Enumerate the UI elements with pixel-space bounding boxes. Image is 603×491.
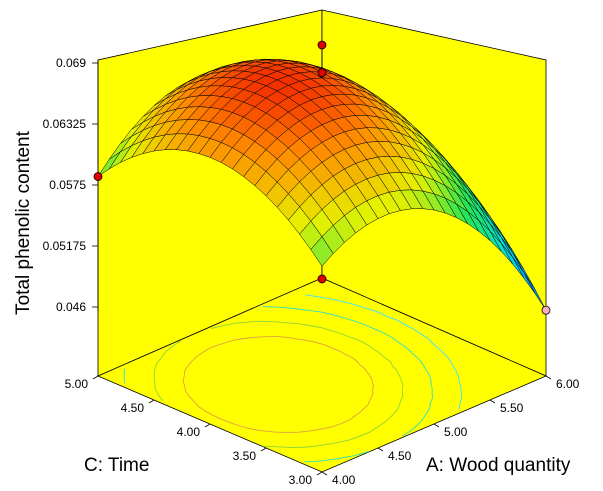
x-tick-label: 4.50 (388, 449, 412, 463)
x-tick (433, 423, 440, 428)
y-tick-label: 4.00 (177, 425, 201, 439)
floor-tick-labels: 4.00 4.50 5.00 5.50 6.00 3.00 3.50 4.00 4.50 5.00 (65, 375, 580, 487)
design-point (317, 40, 327, 50)
y-tick (260, 447, 267, 452)
x-tick (545, 375, 552, 380)
design-points (93, 40, 551, 315)
z-tick-label: 0.069 (56, 56, 86, 70)
y-tick-label: 3.00 (289, 473, 313, 487)
z-axis-label: Total phenolic content (13, 130, 34, 315)
z-tick-label: 0.046 (56, 300, 86, 314)
design-point (541, 305, 551, 315)
design-point (317, 274, 327, 284)
y-tick-label: 3.50 (233, 449, 257, 463)
x-tick-label: 5.00 (444, 425, 468, 439)
y-tick-label: 5.00 (65, 377, 89, 391)
z-axis: 0.046 0.05175 0.0575 0.06325 0.069 (43, 56, 99, 314)
y-tick (316, 471, 323, 476)
x-tick (377, 447, 384, 452)
x-tick-label: 6.00 (556, 377, 580, 391)
y-tick (92, 375, 99, 380)
contour-line (182, 336, 375, 433)
z-tick-label: 0.0575 (49, 178, 86, 192)
y-tick (204, 423, 211, 428)
x-tick-label: 5.50 (500, 401, 524, 415)
x-axis-label: A: Wood quantity (426, 455, 571, 476)
y-tick-label: 4.50 (121, 401, 145, 415)
floor-contours (123, 294, 463, 463)
design-point (317, 68, 327, 78)
z-tick-label: 0.06325 (43, 117, 87, 131)
x-tick-label: 4.00 (332, 473, 356, 487)
design-point (93, 172, 103, 181)
contour-line (305, 294, 463, 410)
contour-line (153, 320, 404, 448)
surface-patch (310, 236, 334, 267)
contour-line (123, 306, 433, 463)
x-tick (489, 399, 496, 404)
response-surface (97, 59, 547, 311)
z-tick-label: 0.05175 (43, 239, 87, 253)
x-tick (321, 471, 328, 476)
y-tick (148, 399, 155, 404)
y-axis-label: C: Time (84, 455, 149, 476)
